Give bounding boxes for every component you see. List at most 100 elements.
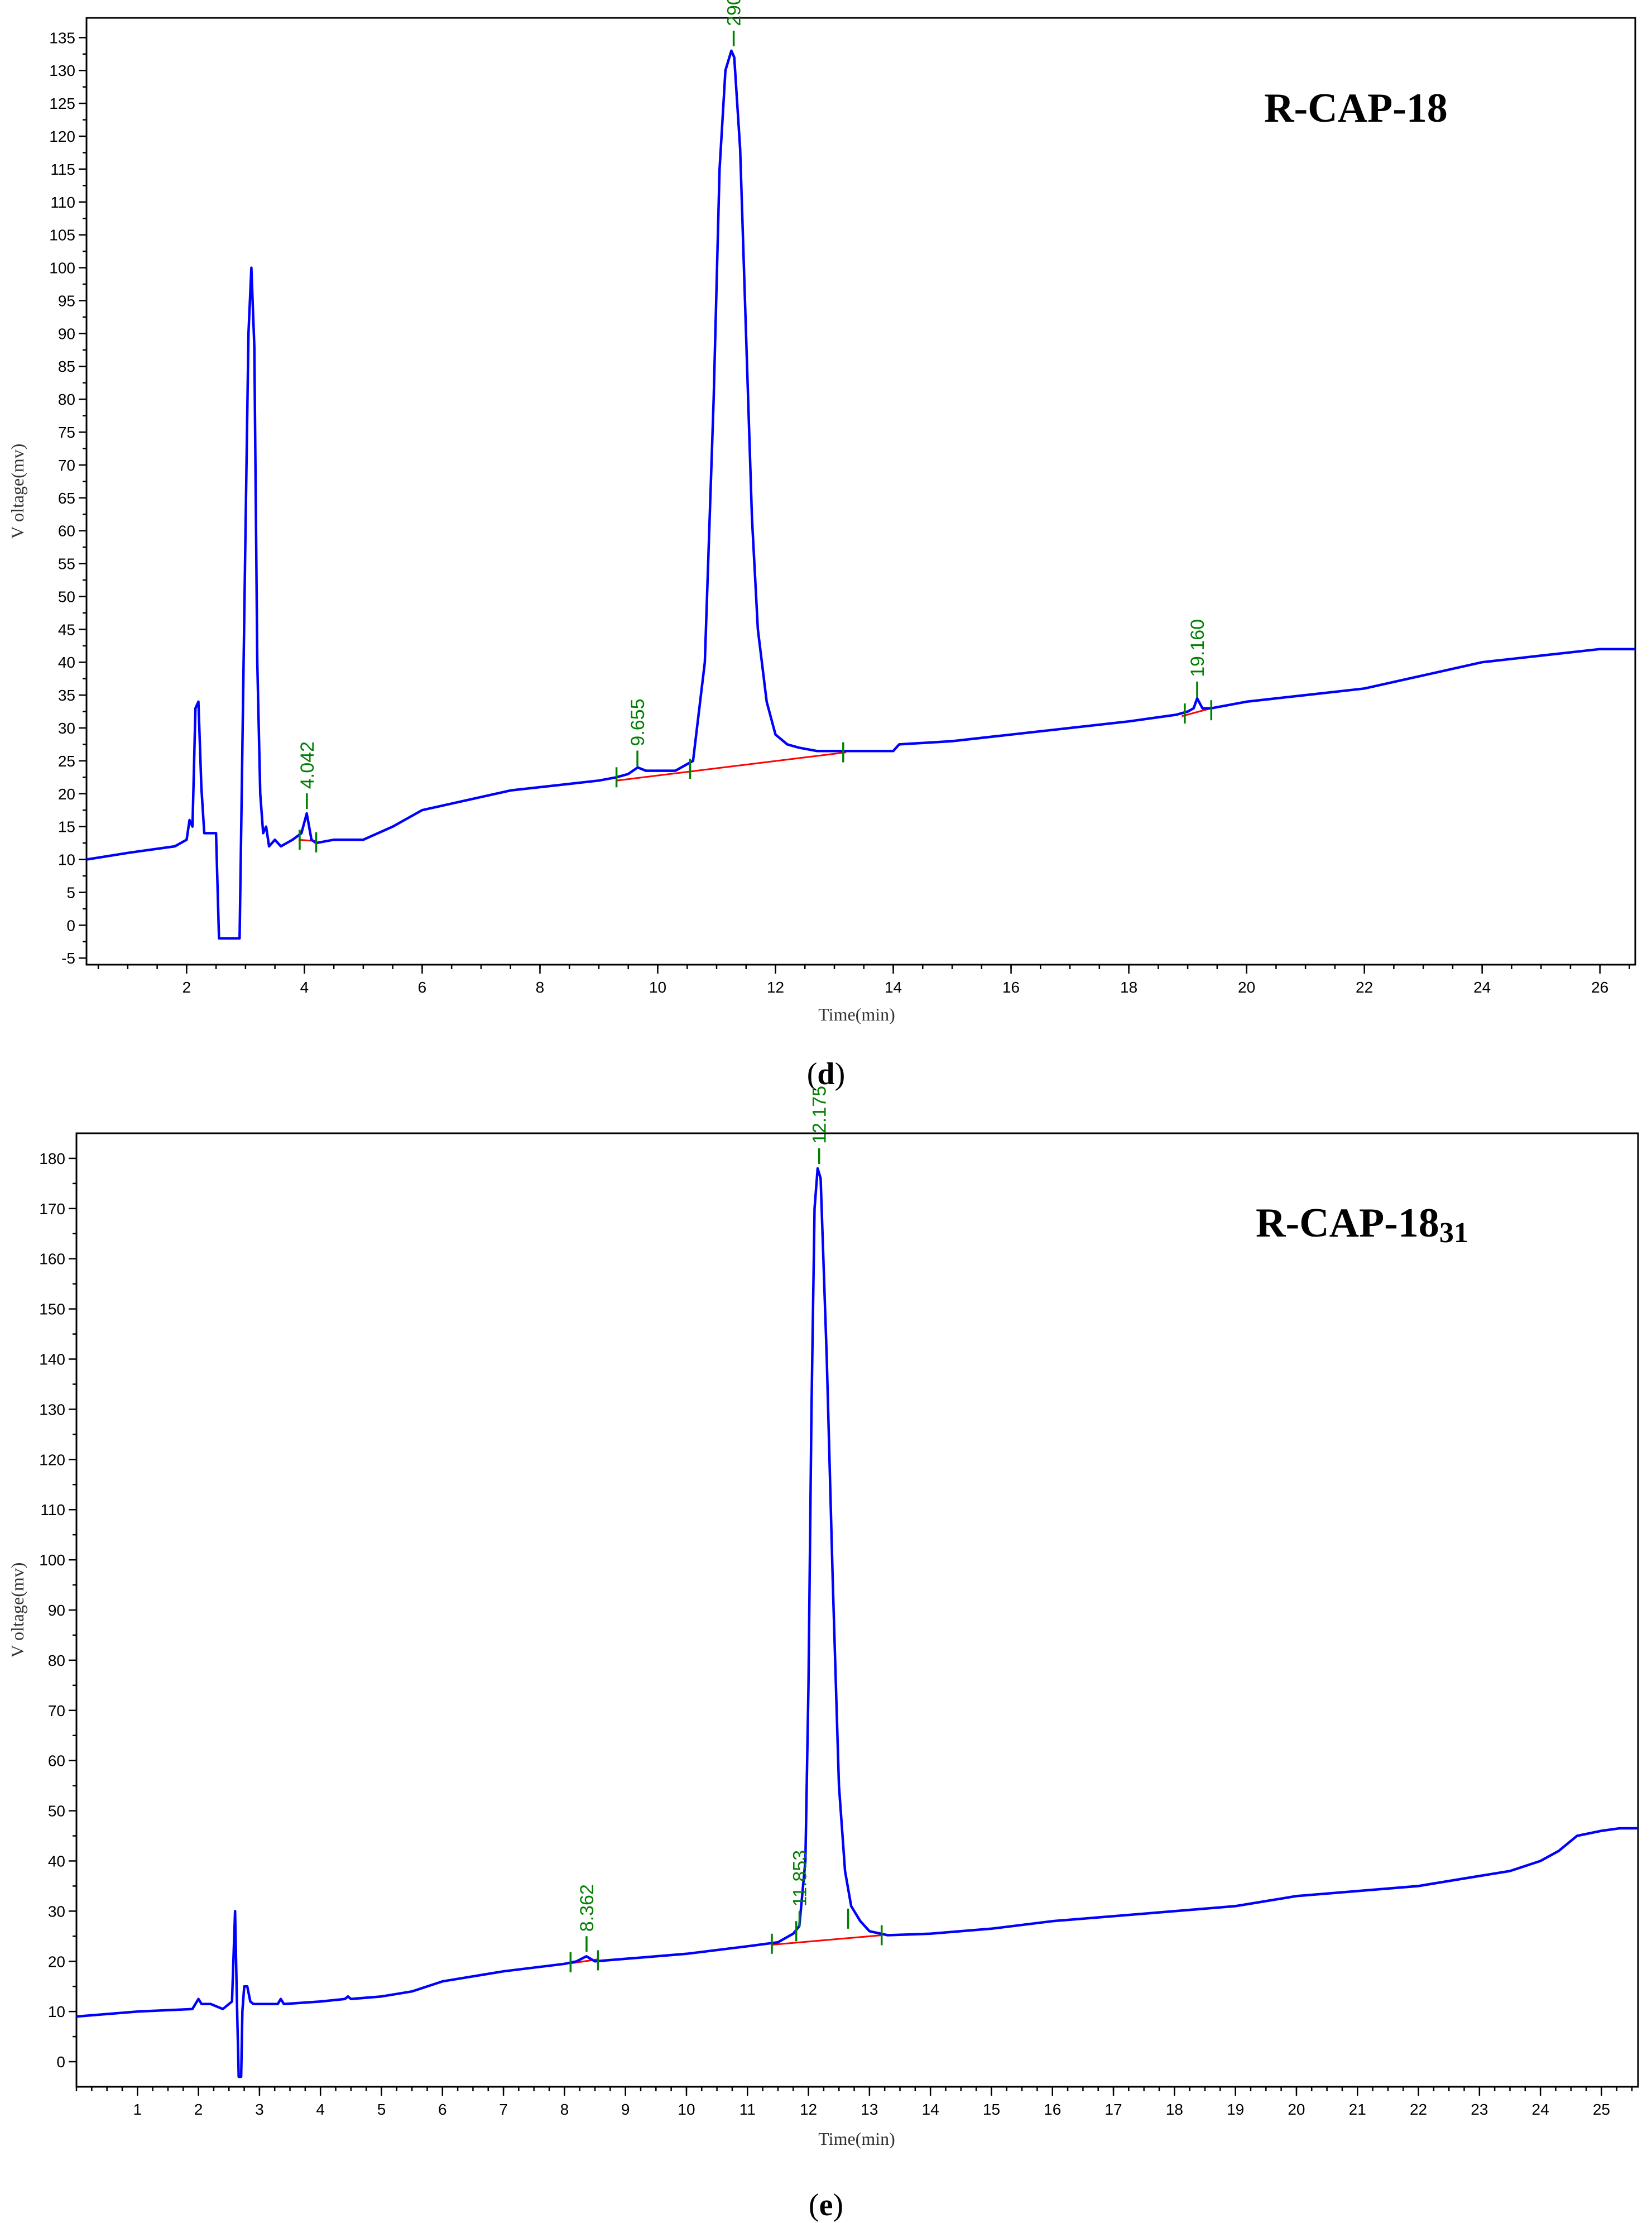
x-tick-label: 19 — [1227, 2101, 1244, 2118]
chromatogram-trace-d — [86, 49, 1635, 940]
plot-frame-e — [75, 1132, 1639, 2088]
chromatogram-panel-d: -5 0 5 10 15 20 25 30 35 40 45 50 55 60 65 70 75 80 85 90 95… — [7, 0, 1636, 1024]
integration-baseline — [771, 1934, 882, 1946]
x-tick-label: 12 — [800, 2101, 817, 2118]
y-tick-label: 180 — [39, 1150, 65, 1167]
sample-name: R-CAP-18 — [1256, 1200, 1439, 1246]
y-tick-label: 90 — [48, 1602, 65, 1619]
panel-letter-e: e — [819, 2188, 833, 2222]
x-tick-label: 16 — [1002, 979, 1020, 996]
x-tick-label: 4 — [316, 2101, 325, 2118]
y-tick-label: 65 — [58, 490, 75, 507]
x-axis-title: Time(min) — [818, 1004, 895, 1024]
chromatogram-trace-e — [76, 1167, 1638, 2078]
y-tick-label: 75 — [58, 424, 75, 441]
x-tick-label: 7 — [499, 2101, 508, 2118]
sample-title-d: R-CAP-18 — [1264, 85, 1448, 131]
y-tick-label: 50 — [58, 588, 75, 605]
y-tick-label: 60 — [48, 1752, 65, 1770]
y-tick-label: 125 — [49, 95, 75, 112]
x-tick-label: 8 — [536, 979, 545, 996]
peak-label: 9.655 — [627, 698, 649, 746]
x-tick-label: 3 — [255, 2101, 264, 2118]
x-tick-label: 10 — [678, 2101, 695, 2118]
x-tick-label: 26 — [1591, 979, 1608, 996]
x-tick-label: 2 — [183, 979, 191, 996]
x-tick-label: 25 — [1593, 2101, 1610, 2118]
y-tick-label: 45 — [58, 621, 75, 638]
y-tick-label: 40 — [48, 1852, 65, 1870]
x-tick-label: 9 — [621, 2101, 630, 2118]
x-tick-label: 13 — [861, 2101, 878, 2118]
y-tick-label: 100 — [49, 260, 75, 277]
y-tick-label: 110 — [50, 194, 75, 211]
x-tick-label: 1 — [133, 2101, 142, 2118]
x-tick-label: 14 — [922, 2101, 939, 2118]
x-tick-label: 16 — [1044, 2101, 1061, 2118]
y-tick-label: 40 — [58, 654, 75, 671]
y-tick-label: 20 — [58, 785, 75, 803]
y-tick-label: 100 — [39, 1551, 65, 1569]
x-tick-label: 22 — [1356, 979, 1373, 996]
y-tick-label: 10 — [58, 851, 75, 869]
y-tick-label: 60 — [58, 523, 75, 540]
y-tick-label: 150 — [39, 1301, 65, 1318]
peak-label: 19.160 — [1187, 619, 1208, 677]
y-tick-label: 50 — [48, 1803, 65, 1820]
x-tick-label: 6 — [438, 2101, 447, 2118]
x-tick-label: 15 — [983, 2101, 1000, 2118]
x-tick-label: 5 — [377, 2101, 386, 2118]
x-tick-label: 18 — [1120, 979, 1137, 996]
y-tick-label: 80 — [48, 1652, 65, 1669]
y-axis-title: V oltage(mv) — [7, 444, 27, 539]
x-tick-label: 21 — [1349, 2101, 1366, 2118]
x-tick-label: 23 — [1471, 2101, 1488, 2118]
y-tick-label: 120 — [49, 128, 75, 145]
y-tick-label: 80 — [58, 391, 75, 408]
sample-title-e: R-CAP-1831 — [1256, 1200, 1468, 1249]
peak-label: 8.362 — [577, 1884, 598, 1932]
y-tick-label: 170 — [39, 1200, 65, 1218]
x-tick-label: 8 — [560, 2101, 569, 2118]
y-tick-label: 135 — [49, 29, 75, 46]
y-tick-label: 0 — [56, 2053, 65, 2071]
y-tick-label: 120 — [39, 1451, 65, 1468]
x-tick-label: 4 — [300, 979, 309, 996]
y-tick-label: 95 — [58, 292, 75, 309]
sample-name: R-CAP-18 — [1264, 85, 1448, 131]
y-tick-label: 25 — [58, 753, 75, 770]
y-tick-label: 5 — [66, 884, 75, 901]
y-tick-label: 15 — [58, 818, 75, 836]
x-tick-label: 17 — [1104, 2101, 1122, 2118]
y-tick-label: 35 — [58, 687, 75, 704]
panel-letter-d: d — [817, 1057, 834, 1091]
x-tick-label: 10 — [649, 979, 666, 996]
y-tick-label: 130 — [39, 1401, 65, 1418]
panel-label-e: (e) — [809, 2188, 843, 2222]
x-tick-label: 22 — [1410, 2101, 1427, 2118]
peak-label: 4.042 — [297, 741, 318, 789]
sample-subscript: 31 — [1439, 1217, 1468, 1249]
x-tick-label: 24 — [1532, 2101, 1549, 2118]
y-tick-label: 0 — [66, 917, 75, 934]
x-tick-label: 14 — [885, 979, 902, 996]
y-tick-label: 20 — [48, 1953, 65, 1970]
y-tick-label: 70 — [58, 457, 75, 474]
y-tick-label: -5 — [61, 950, 75, 967]
y-tick-label: 160 — [39, 1251, 65, 1268]
x-tick-label: 20 — [1238, 979, 1255, 996]
x-axis-title: Time(min) — [818, 2129, 895, 2149]
integration-baseline — [616, 751, 847, 782]
x-tick-label: 12 — [767, 979, 784, 996]
y-axis-title: V oltage(mv) — [7, 1563, 27, 1658]
x-tick-label: 2 — [194, 2101, 203, 2118]
y-tick-label: 130 — [49, 62, 75, 79]
panel-label-d: (d) — [807, 1057, 845, 1091]
y-tick-label: 140 — [39, 1351, 65, 1368]
peak-label: 12.175 — [809, 1086, 830, 1144]
y-tick-label: 30 — [48, 1903, 65, 1920]
y-tick-label: 55 — [58, 555, 75, 573]
y-tick-label: 90 — [58, 325, 75, 342]
x-tick-label: 6 — [418, 979, 427, 996]
